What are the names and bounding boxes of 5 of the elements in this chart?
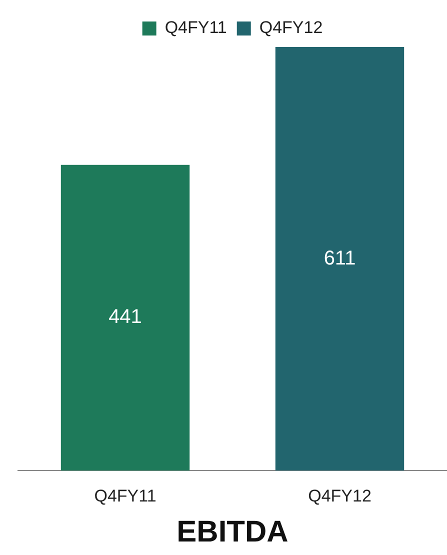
legend-label: Q4FY11: [164, 18, 227, 38]
text: EBITDA: [176, 515, 288, 548]
data-label: 611: [324, 247, 356, 270]
data-label: 441: [108, 306, 142, 328]
legend-label: Q4FY12: [259, 18, 323, 38]
